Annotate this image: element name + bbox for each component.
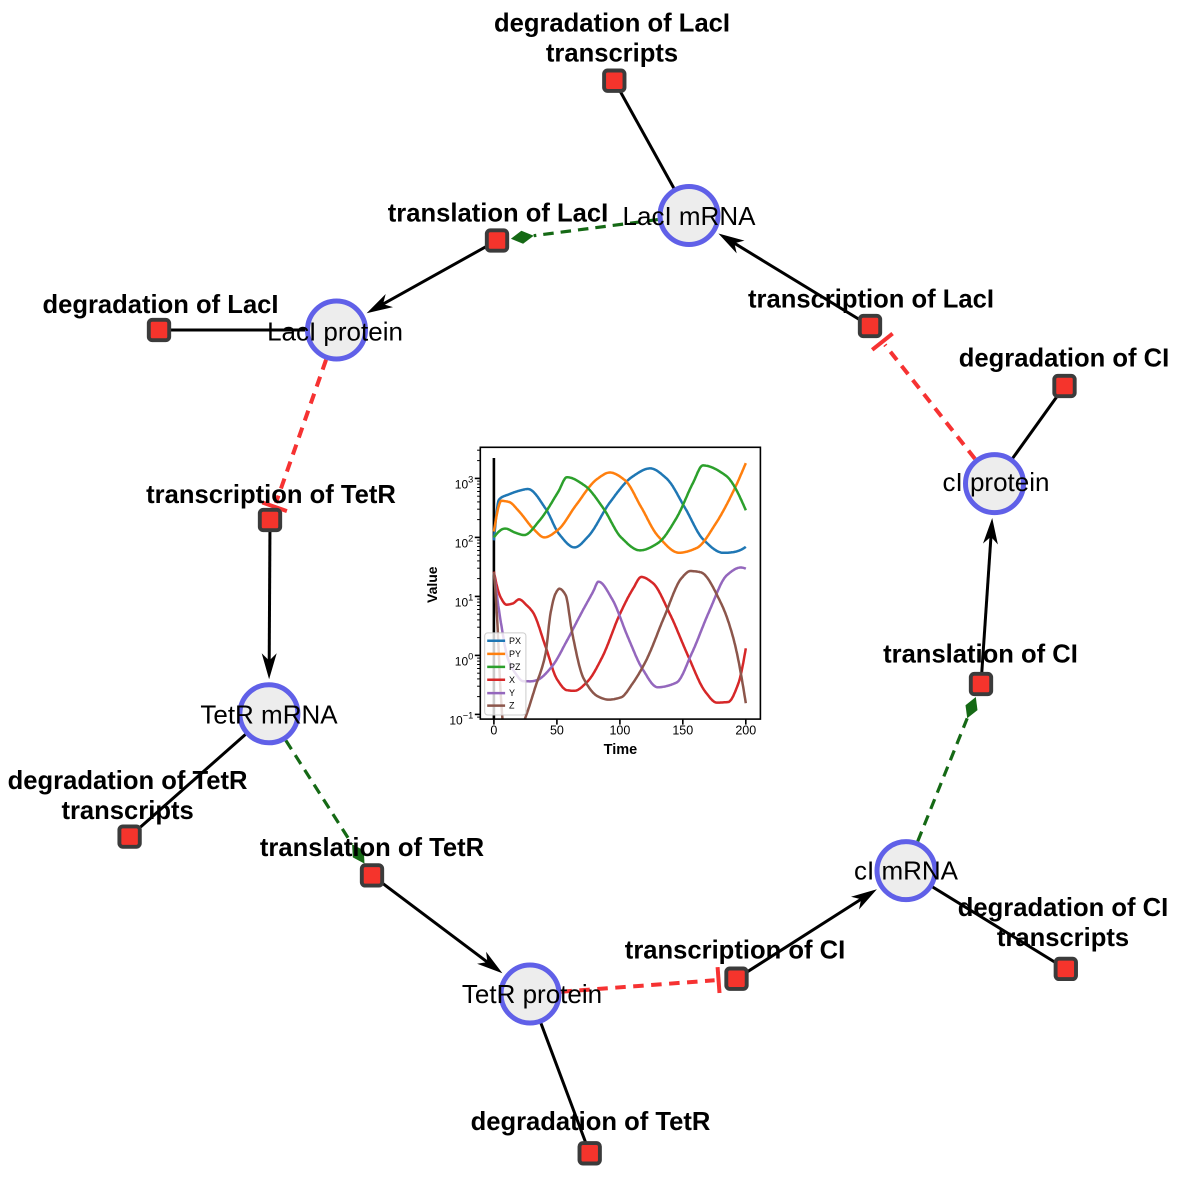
svg-text:LacI protein: LacI protein — [267, 317, 403, 347]
svg-text:LacI mRNA: LacI mRNA — [623, 201, 757, 231]
svg-text:X: X — [509, 675, 515, 685]
svg-text:TetR mRNA: TetR mRNA — [200, 700, 338, 730]
svg-text:cI mRNA: cI mRNA — [854, 856, 959, 886]
svg-text:transcription of CI: transcription of CI — [625, 937, 845, 965]
svg-text:Value: Value — [424, 566, 440, 603]
svg-text:Z: Z — [509, 701, 515, 711]
svg-text:degradation of CI: degradation of CI — [959, 345, 1169, 373]
svg-text:TetR protein: TetR protein — [462, 979, 602, 1009]
svg-text:cI protein: cI protein — [943, 467, 1050, 497]
svg-text:PY: PY — [509, 649, 521, 659]
svg-text:PZ: PZ — [509, 662, 521, 672]
svg-text:translation of CI: translation of CI — [883, 641, 1078, 669]
svg-text:100: 100 — [455, 652, 474, 669]
svg-text:Time: Time — [604, 742, 638, 758]
svg-text:102: 102 — [455, 534, 474, 551]
svg-text:103: 103 — [455, 475, 474, 492]
svg-text:10−1: 10−1 — [449, 711, 473, 728]
svg-text:translation of TetR: translation of TetR — [260, 834, 484, 862]
svg-text:degradation of TetR: degradation of TetR — [471, 1108, 711, 1136]
svg-text:transcripts: transcripts — [61, 797, 193, 825]
svg-text:Y: Y — [509, 688, 515, 698]
svg-text:transcripts: transcripts — [546, 40, 678, 68]
svg-text:150: 150 — [672, 723, 693, 737]
svg-text:0: 0 — [490, 723, 497, 737]
svg-text:50: 50 — [550, 723, 564, 737]
svg-text:translation of LacI: translation of LacI — [388, 200, 608, 228]
svg-text:degradation of LacI: degradation of LacI — [494, 10, 730, 38]
svg-text:degradation of CI: degradation of CI — [958, 894, 1168, 922]
svg-text:transcripts: transcripts — [997, 924, 1129, 952]
svg-text:degradation of LacI: degradation of LacI — [42, 291, 278, 319]
svg-text:100: 100 — [609, 723, 630, 737]
svg-text:PX: PX — [509, 636, 521, 646]
svg-text:101: 101 — [455, 593, 474, 610]
svg-text:transcription of LacI: transcription of LacI — [748, 286, 994, 314]
svg-text:200: 200 — [735, 723, 756, 737]
svg-text:degradation of TetR: degradation of TetR — [8, 767, 248, 795]
svg-text:transcription of TetR: transcription of TetR — [146, 481, 396, 509]
